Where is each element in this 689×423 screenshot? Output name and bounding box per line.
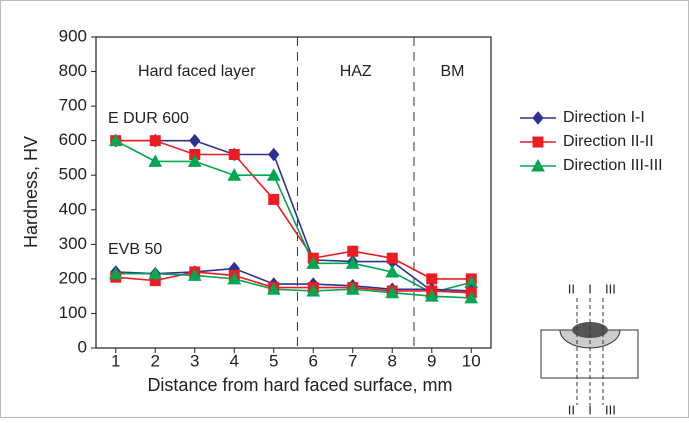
sketch-label: I xyxy=(588,402,592,417)
marker xyxy=(306,283,321,297)
legend-label: Direction I-I xyxy=(563,109,645,126)
x-tick-label: 10 xyxy=(462,351,481,370)
legend-label: Direction III-III xyxy=(563,157,663,174)
marker xyxy=(187,154,202,167)
y-tick-label: 900 xyxy=(59,26,87,45)
legend-marker xyxy=(532,136,544,148)
marker xyxy=(228,148,240,160)
x-tick-label: 9 xyxy=(427,351,436,370)
x-tick-label: 8 xyxy=(388,351,397,370)
sketch-label: III xyxy=(605,402,616,417)
marker xyxy=(108,133,123,147)
zone-label: BM xyxy=(440,63,464,80)
y-tick-label: 700 xyxy=(59,96,87,115)
x-axis-title: Distance from hard faced surface, mm xyxy=(147,375,452,395)
y-tick-label: 800 xyxy=(59,61,87,80)
sketch-label: III xyxy=(605,281,616,296)
x-tick-label: 1 xyxy=(111,351,120,370)
sketch-haz xyxy=(559,329,621,349)
marker xyxy=(148,154,163,167)
sketch xyxy=(540,298,639,405)
marker xyxy=(266,168,281,181)
y-tick-label: 0 xyxy=(78,337,87,356)
marker xyxy=(227,168,242,181)
marker xyxy=(306,256,321,269)
zone-label: Hard faced layer xyxy=(138,63,256,80)
series-line xyxy=(115,267,472,292)
marker xyxy=(345,282,360,295)
series-line xyxy=(115,139,472,294)
marker xyxy=(424,289,439,302)
x-tick-label: 3 xyxy=(190,351,199,370)
sketch-label: I xyxy=(588,281,592,296)
marker xyxy=(266,282,281,295)
x-tick-label: 2 xyxy=(151,351,160,370)
legend-marker xyxy=(531,158,545,172)
marker xyxy=(189,133,201,148)
y-axis-title: Hardness, HV xyxy=(21,136,41,248)
series-line xyxy=(115,272,472,299)
marker xyxy=(347,245,359,257)
y-tick-label: 300 xyxy=(59,234,87,253)
sketch-label: II xyxy=(568,402,575,417)
sketch-label: II xyxy=(568,281,575,296)
marker xyxy=(108,266,123,280)
x-tick-label: 5 xyxy=(269,351,278,370)
y-tick-label: 500 xyxy=(59,165,87,184)
x-tick-label: 6 xyxy=(309,351,318,370)
marker xyxy=(268,193,280,205)
marker xyxy=(149,135,161,147)
marker xyxy=(187,268,202,281)
x-tick-label: 7 xyxy=(348,351,357,370)
y-tick-label: 100 xyxy=(59,303,87,322)
x-tick-label: 4 xyxy=(230,351,239,370)
marker xyxy=(385,285,400,299)
marker xyxy=(345,256,360,269)
zone-label: HAZ xyxy=(340,63,372,80)
group-label: EVB 50 xyxy=(108,241,162,258)
series-line xyxy=(115,271,472,294)
series-line xyxy=(115,139,472,294)
marker xyxy=(148,266,163,280)
marker xyxy=(268,147,280,162)
plot-area xyxy=(95,36,492,349)
group-label: E DUR 600 xyxy=(108,110,189,127)
y-tick-label: 200 xyxy=(59,268,87,287)
series-line xyxy=(115,139,472,280)
y-tick-label: 600 xyxy=(59,130,87,149)
marker xyxy=(385,264,400,278)
legend-label: Direction II-II xyxy=(563,133,654,150)
marker xyxy=(386,252,398,264)
marker xyxy=(464,290,479,304)
y-tick-label: 400 xyxy=(59,199,87,218)
marker xyxy=(227,271,242,285)
legend-marker xyxy=(532,111,544,125)
marker xyxy=(426,273,438,285)
